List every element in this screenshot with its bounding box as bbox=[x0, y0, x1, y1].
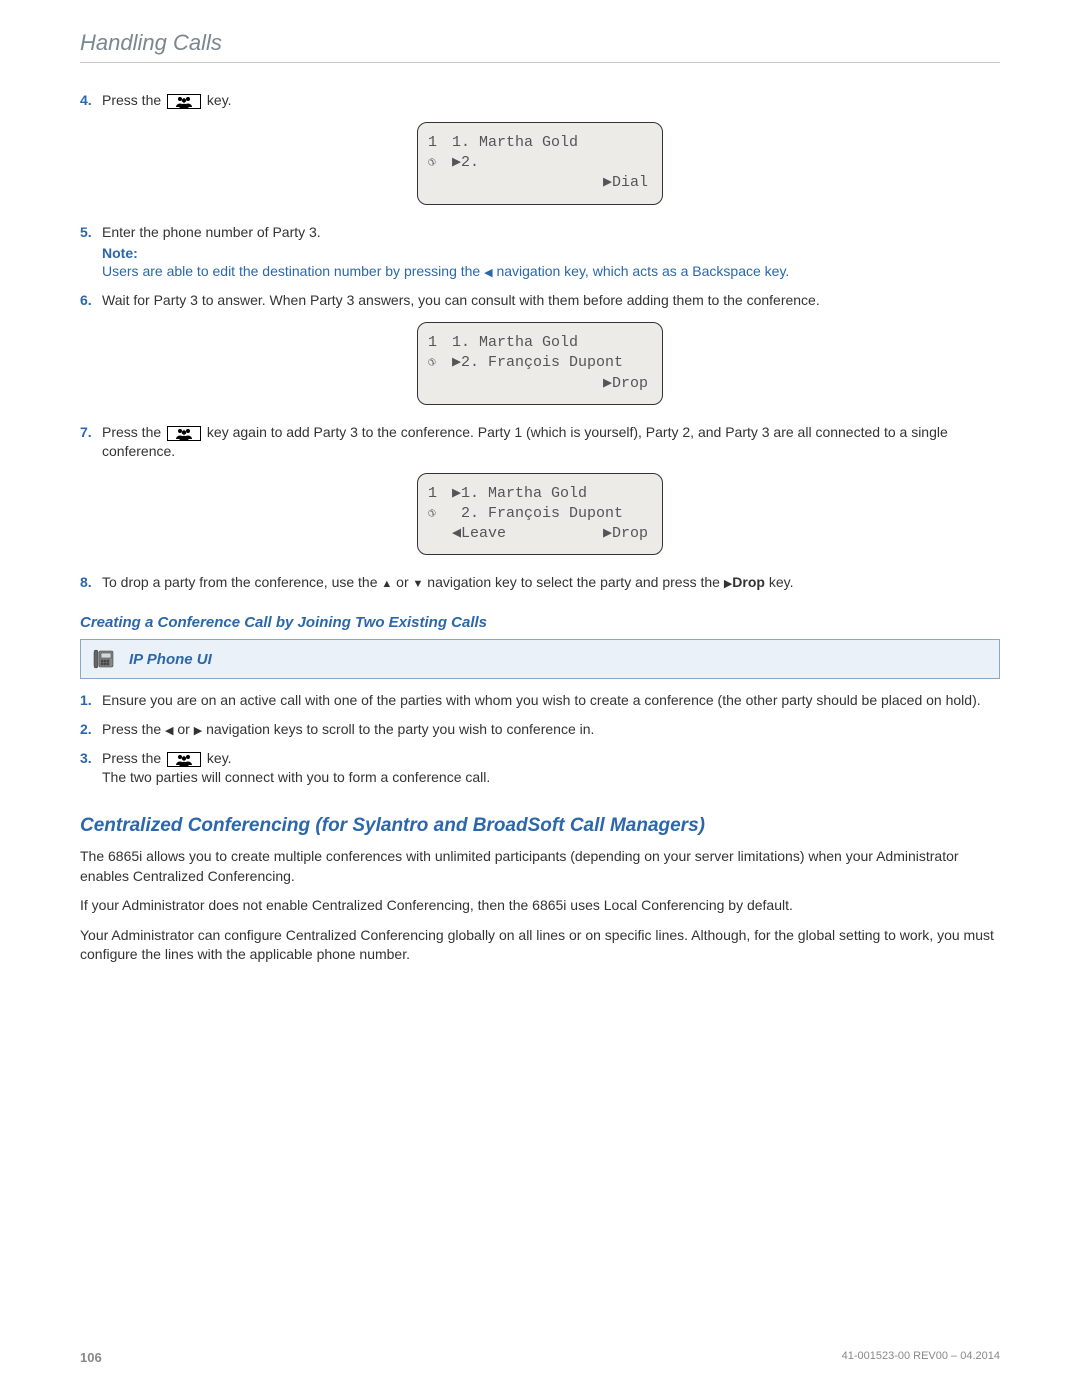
step-text-mid: or bbox=[392, 574, 412, 590]
section-centralized: Centralized Conferencing (for Sylantro a… bbox=[80, 815, 1000, 837]
step-text-pre: Press the bbox=[102, 92, 165, 108]
body-p2: If your Administrator does not enable Ce… bbox=[80, 896, 1000, 916]
step-text-post: navigation key to select the party and p… bbox=[423, 574, 723, 590]
page-header: Handling Calls bbox=[80, 30, 1000, 63]
step-number: 6. bbox=[80, 291, 92, 310]
lcd-line-indicator: 1 bbox=[428, 484, 452, 504]
steps-list-a4: 8. To drop a party from the conference, … bbox=[80, 573, 1000, 592]
step-number: 3. bbox=[80, 749, 92, 768]
step-b3: 3. Press the key. The two parties will c… bbox=[80, 749, 1000, 787]
left-nav-icon: ◀ bbox=[165, 725, 173, 737]
steps-list-a: 4. Press the key. bbox=[80, 91, 1000, 110]
body-p3: Your Administrator can configure Central… bbox=[80, 926, 1000, 965]
conference-key-icon bbox=[167, 752, 201, 767]
handset-icon: ✆ bbox=[428, 154, 436, 172]
step-text-pre: Press the bbox=[102, 424, 165, 440]
steps-list-a2: 5. Enter the phone number of Party 3. No… bbox=[80, 223, 1000, 311]
page-number: 106 bbox=[80, 1350, 102, 1365]
step-8: 8. To drop a party from the conference, … bbox=[80, 573, 1000, 592]
note-pre: Users are able to edit the destination n… bbox=[102, 263, 484, 279]
step-text-mid: or bbox=[174, 721, 194, 737]
step-b2: 2. Press the ◀ or ▶ navigation keys to s… bbox=[80, 720, 1000, 739]
step-text-pre: Press the bbox=[102, 721, 165, 737]
steps-list-b: 1. Ensure you are on an active call with… bbox=[80, 691, 1000, 787]
step-text: Ensure you are on an active call with on… bbox=[102, 692, 981, 708]
lcd-line1: ▶1. Martha Gold bbox=[452, 484, 648, 504]
handset-icon: ✆ bbox=[428, 354, 436, 372]
desk-phone-icon bbox=[91, 646, 117, 672]
doc-id: 41-001523-00 REV00 – 04.2014 bbox=[842, 1350, 1000, 1365]
lcd-line1: 1. Martha Gold bbox=[452, 333, 648, 353]
left-nav-icon: ◀ bbox=[484, 267, 492, 279]
down-nav-icon: ▼ bbox=[413, 578, 424, 590]
step-text-pre: Press the bbox=[102, 750, 165, 766]
step-6: 6. Wait for Party 3 to answer. When Part… bbox=[80, 291, 1000, 310]
step-number: 2. bbox=[80, 720, 92, 739]
step-5: 5. Enter the phone number of Party 3. No… bbox=[80, 223, 1000, 282]
lcd-screen-2: 1 1. Martha Gold ✆ ▶2. François Dupont ▶… bbox=[417, 322, 663, 405]
lcd-screen-1: 1 1. Martha Gold ✆ ▶2. ▶Dial bbox=[417, 122, 663, 205]
step-b1: 1. Ensure you are on an active call with… bbox=[80, 691, 1000, 710]
body-p1: The 6865i allows you to create multiple … bbox=[80, 847, 1000, 886]
step-number: 8. bbox=[80, 573, 92, 592]
lcd-softkey-right: ▶Drop bbox=[603, 524, 648, 544]
step-line2: The two parties will connect with you to… bbox=[102, 768, 1000, 787]
ip-phone-ui-label: IP Phone UI bbox=[129, 651, 212, 668]
subheading-joining: Creating a Conference Call by Joining Tw… bbox=[80, 614, 1000, 631]
conference-key-icon bbox=[167, 94, 201, 109]
step-text: Enter the phone number of Party 3. bbox=[102, 224, 321, 240]
lcd-softkey-right: ▶Dial bbox=[452, 173, 648, 193]
step-text-tail: key. bbox=[765, 574, 794, 590]
page-footer: 106 41-001523-00 REV00 – 04.2014 bbox=[80, 1350, 1000, 1365]
lcd-line2: ▶2. François Dupont bbox=[452, 353, 648, 373]
step-number: 4. bbox=[80, 91, 92, 110]
conference-key-icon bbox=[167, 426, 201, 441]
lcd-line-indicator: 1 bbox=[428, 133, 452, 153]
step-4: 4. Press the key. bbox=[80, 91, 1000, 110]
lcd-softkey-right: ▶Drop bbox=[452, 374, 648, 394]
step-number: 5. bbox=[80, 223, 92, 242]
step-number: 7. bbox=[80, 423, 92, 442]
lcd-softkey-left: ◀Leave bbox=[452, 524, 506, 544]
lcd-line2: 2. François Dupont bbox=[452, 504, 648, 524]
step-text-pre: To drop a party from the conference, use… bbox=[102, 574, 381, 590]
right-nav-icon: ▶ bbox=[194, 725, 202, 737]
step-text: Wait for Party 3 to answer. When Party 3… bbox=[102, 292, 820, 308]
step-text-post: navigation keys to scroll to the party y… bbox=[202, 721, 594, 737]
step-text-post: key. bbox=[207, 92, 232, 108]
up-nav-icon: ▲ bbox=[381, 578, 392, 590]
lcd-line2: ▶2. bbox=[452, 153, 648, 173]
lcd-screen-3: 1 ▶1. Martha Gold ✆ 2. François Dupont ◀… bbox=[417, 473, 663, 556]
drop-key-label: Drop bbox=[732, 574, 765, 590]
step-7: 7. Press the key again to add Party 3 to… bbox=[80, 423, 1000, 461]
note-label: Note: bbox=[102, 244, 1000, 263]
lcd-line-indicator: 1 bbox=[428, 333, 452, 353]
handset-icon: ✆ bbox=[428, 505, 436, 523]
step-text-mid: key again to add Party 3 to the conferen… bbox=[102, 424, 948, 459]
lcd-line1: 1. Martha Gold bbox=[452, 133, 648, 153]
step-number: 1. bbox=[80, 691, 92, 710]
note-text: Users are able to edit the destination n… bbox=[102, 262, 1000, 281]
ip-phone-ui-box: IP Phone UI bbox=[80, 639, 1000, 679]
steps-list-a3: 7. Press the key again to add Party 3 to… bbox=[80, 423, 1000, 461]
step-text-post: key. bbox=[207, 750, 232, 766]
note-post: navigation key, which acts as a Backspac… bbox=[493, 263, 790, 279]
right-nav-icon: ▶ bbox=[724, 578, 732, 590]
